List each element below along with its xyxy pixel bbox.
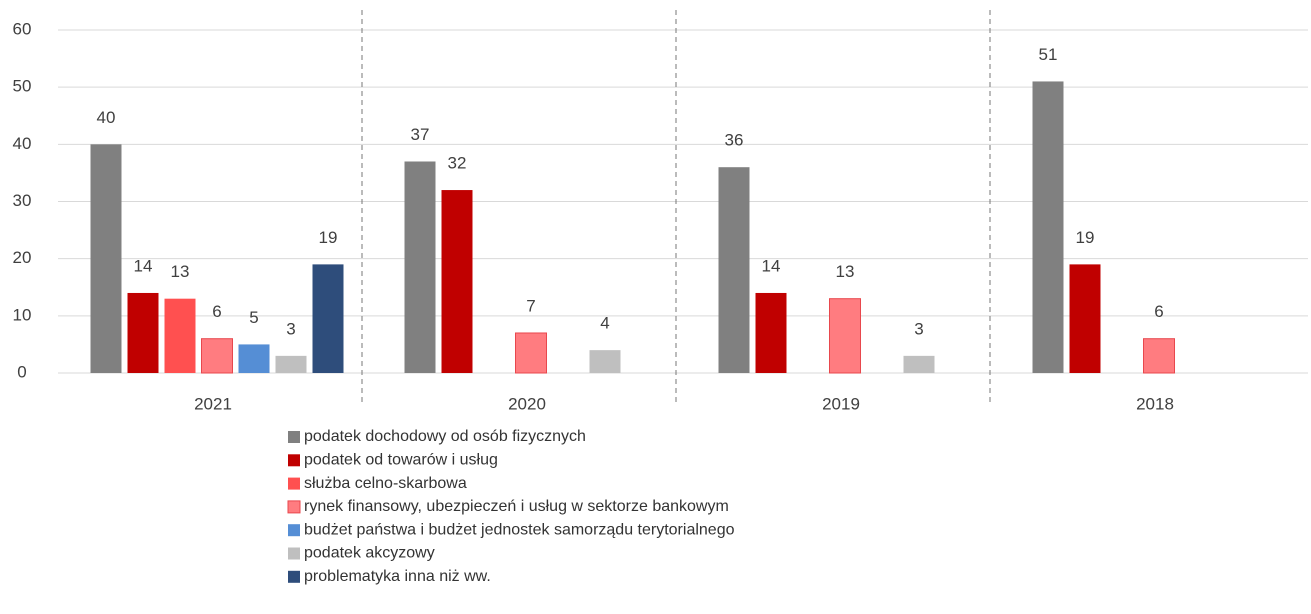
legend-label: budżet państwa i budżet jednostek samorz… — [304, 521, 735, 538]
legend-label: służba celno-skarbowa — [304, 475, 467, 492]
legend-swatch — [288, 524, 300, 537]
bar — [718, 167, 750, 373]
value-label: 6 — [1154, 302, 1163, 321]
bar — [127, 292, 159, 373]
value-label: 32 — [448, 154, 467, 173]
x-tick-label: 2021 — [194, 394, 232, 413]
bar — [238, 344, 270, 373]
legend-swatch — [288, 454, 300, 467]
bar — [1143, 338, 1175, 374]
legend-label: rynek finansowy, ubezpieczeń i usług w s… — [304, 498, 729, 515]
bar — [829, 298, 861, 374]
legend-swatch — [287, 500, 301, 514]
value-label: 13 — [836, 262, 855, 281]
bar — [515, 332, 547, 374]
legend-label: podatek od towarów i usług — [304, 452, 498, 469]
value-label: 3 — [914, 319, 923, 338]
y-tick-label: 40 — [13, 134, 32, 153]
legend-swatch — [288, 570, 300, 583]
legend-label: podatek dochodowy od osób fizycznych — [304, 428, 586, 445]
value-label: 40 — [97, 108, 116, 127]
value-label: 6 — [212, 302, 221, 321]
x-tick-label: 2018 — [1136, 394, 1174, 413]
bar — [1032, 81, 1064, 373]
legend-label: problematyka inna niż ww. — [304, 568, 491, 585]
bar — [589, 350, 621, 373]
bar — [164, 298, 196, 373]
value-label: 36 — [725, 131, 744, 150]
value-label: 5 — [249, 308, 258, 327]
value-label: 14 — [762, 256, 781, 275]
legend: podatek dochodowy od osób fizycznych poda… — [287, 428, 735, 585]
x-tick-label: 2019 — [822, 394, 860, 413]
y-tick-label: 20 — [13, 248, 32, 267]
bar — [755, 292, 787, 373]
bar — [404, 161, 436, 373]
y-tick-label: 10 — [13, 305, 32, 324]
legend-swatch — [288, 477, 300, 490]
y-tick-label: 0 — [17, 362, 26, 381]
legend-swatch — [288, 431, 300, 443]
bar — [312, 264, 344, 373]
y-tick-label: 50 — [13, 77, 32, 96]
bar — [903, 355, 935, 373]
bar — [90, 144, 122, 373]
value-label: 51 — [1039, 45, 1058, 64]
bar — [275, 355, 307, 373]
value-label: 3 — [286, 319, 295, 338]
bar — [441, 190, 473, 373]
y-tick-label: 30 — [13, 191, 32, 210]
value-label: 37 — [411, 125, 430, 144]
value-label: 14 — [134, 256, 153, 275]
x-tick-label: 2020 — [508, 394, 546, 413]
bar — [1069, 264, 1101, 373]
legend-swatch — [288, 547, 300, 560]
value-label: 19 — [1076, 228, 1095, 247]
value-label: 19 — [319, 228, 338, 247]
bar — [201, 338, 233, 374]
legend-label: podatek akcyzowy — [304, 545, 435, 562]
value-label: 4 — [600, 314, 609, 333]
y-tick-label: 60 — [13, 19, 32, 38]
value-label: 13 — [171, 262, 190, 281]
value-label: 7 — [526, 296, 535, 315]
